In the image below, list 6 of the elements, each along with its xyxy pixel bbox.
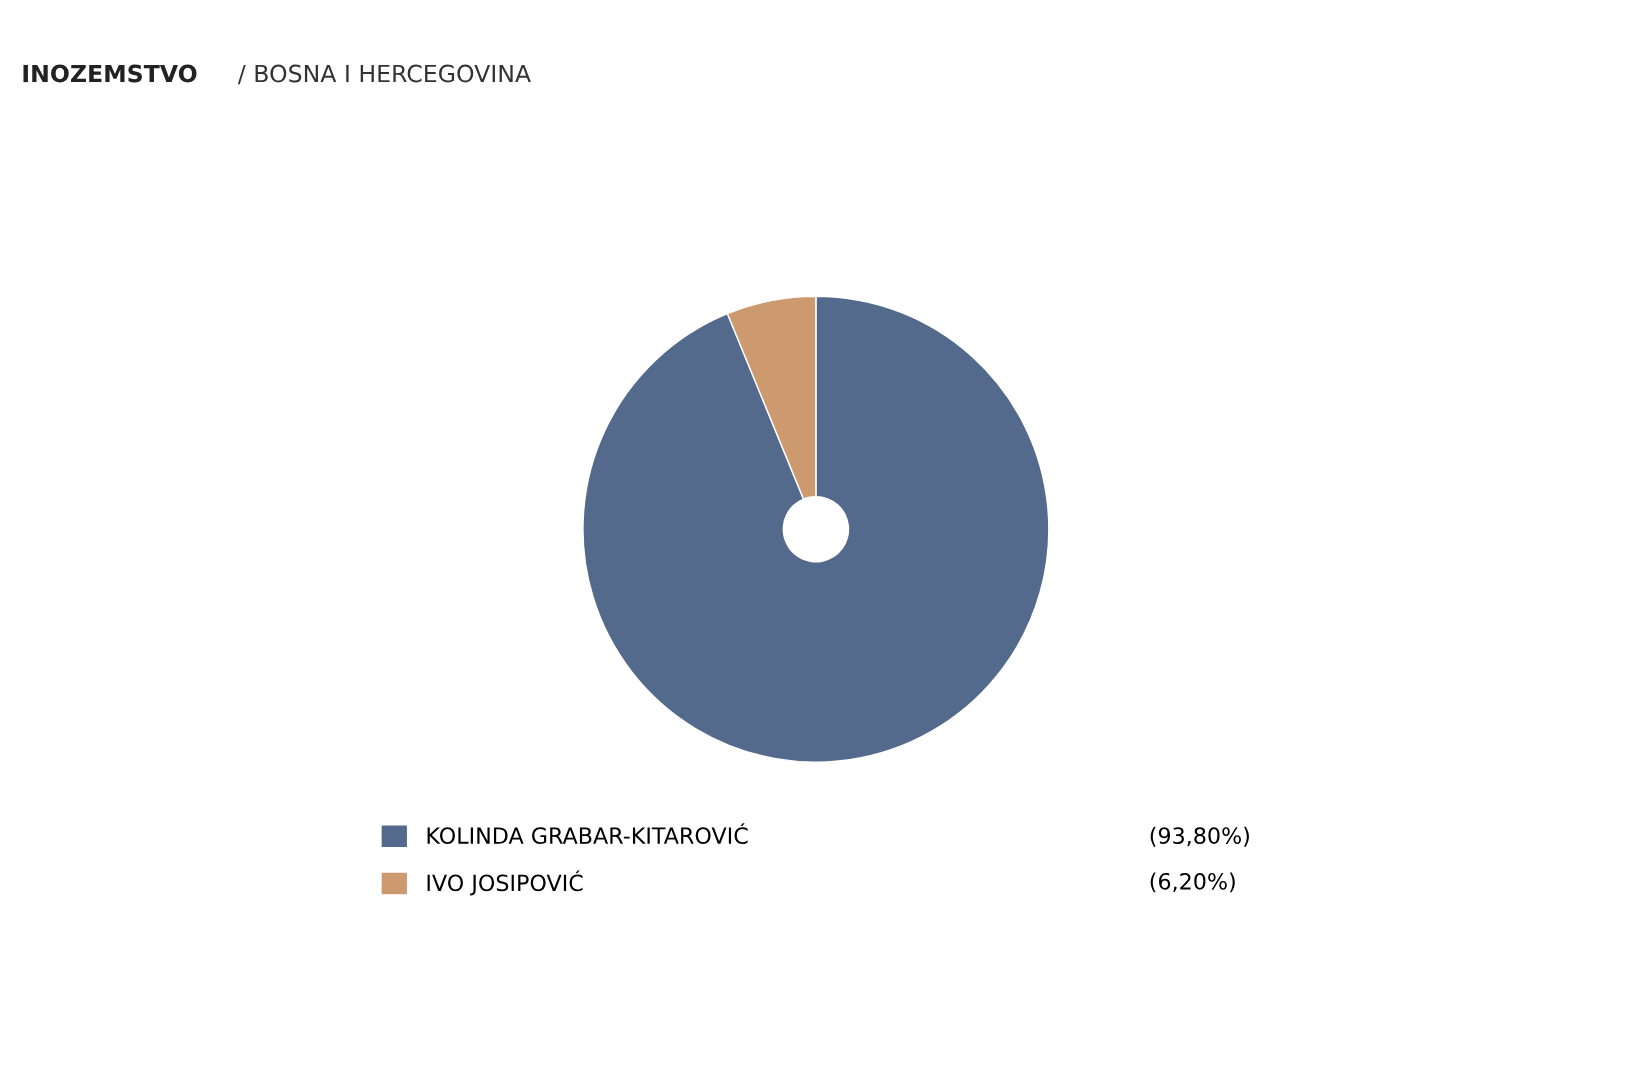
data-label: (93,80%): [1150, 826, 1249, 847]
text: INOZEMSTVO: [23, 64, 197, 83]
data-label: (6,20%): [1150, 872, 1235, 893]
legend-label: KOLINDA GRABAR-KITAROVIĆ: [427, 823, 748, 845]
legend-label: IVO JOSIPOVIĆ: [427, 870, 583, 896]
chart-subtitle: / BOSNA I HERCEGOVINA: [237, 64, 531, 85]
